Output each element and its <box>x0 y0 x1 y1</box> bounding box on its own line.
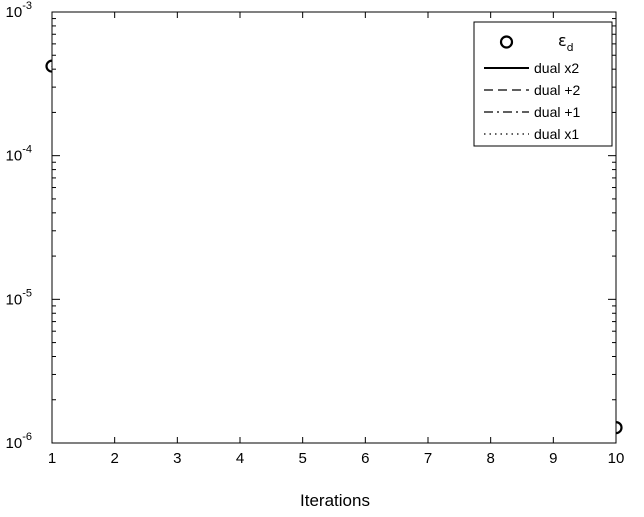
legend-label-eps-d: εd <box>558 31 574 54</box>
x-tick-label: 9 <box>549 450 557 467</box>
legend-label-dual-2: dual +2 <box>534 82 581 98</box>
legend-box <box>473 21 613 147</box>
x-tick-label: 1 <box>48 450 56 467</box>
x-tick-label: 8 <box>486 450 494 467</box>
legend-marker-eps-d <box>499 35 514 49</box>
x-tick-label: 5 <box>298 450 306 467</box>
x-tick-label: 10 <box>608 450 625 467</box>
x-tick-label: 4 <box>236 450 244 467</box>
legend-label-dual-1: dual +1 <box>534 104 581 120</box>
y-tick-label: 10-5 <box>6 287 32 308</box>
y-tick-label: 10-3 <box>6 0 32 21</box>
x-tick-label: 3 <box>173 450 181 467</box>
y-tick-label: 10-6 <box>6 431 32 452</box>
legend: εd dual x2 dual +2 dual +1 dual x1 <box>473 21 613 147</box>
legend-label-dual-x2: dual x2 <box>534 60 579 76</box>
legend-label-dual-x1: dual x1 <box>534 126 579 142</box>
x-tick-label: 6 <box>361 450 369 467</box>
x-tick-label: 2 <box>110 450 118 467</box>
x-tick-label: 7 <box>424 450 432 467</box>
y-tick-label: 10-4 <box>6 144 32 165</box>
x-axis-title: Iterations <box>300 491 370 510</box>
